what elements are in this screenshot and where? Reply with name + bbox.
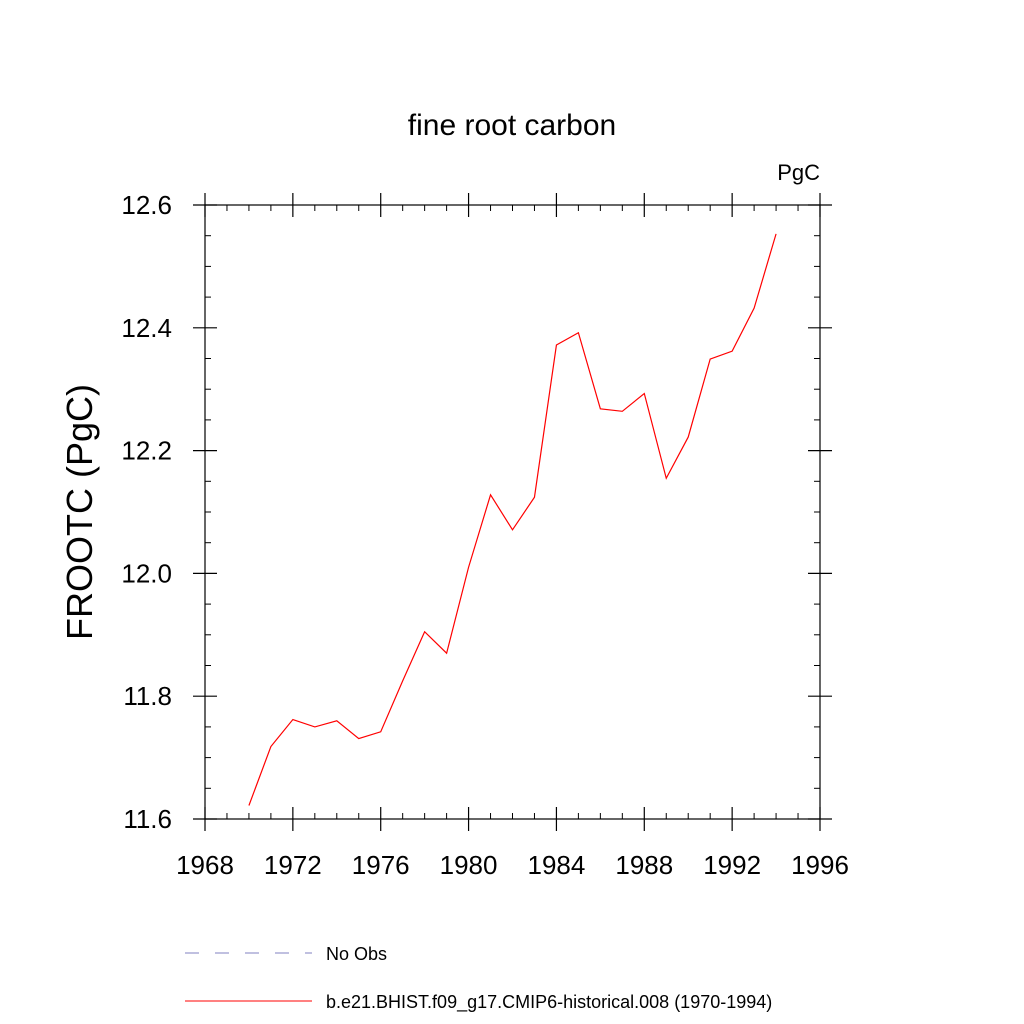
- chart-title: fine root carbon: [408, 109, 616, 142]
- x-tick-label: 1996: [791, 850, 849, 880]
- y-tick-label: 12.0: [121, 558, 172, 588]
- axis-ticks: [193, 193, 832, 831]
- y-axis-label: FROOTC (PgC): [59, 384, 100, 640]
- y-tick-label: 11.6: [123, 804, 172, 834]
- y-tick-label: 11.8: [123, 681, 172, 711]
- y-tick-label: 12.2: [121, 436, 172, 466]
- x-tick-label: 1992: [703, 850, 761, 880]
- series-line: [248, 233, 777, 806]
- axis-tick-labels: 1968 1972 1976 1980 1984 1988 1992 1996 11.6 11.8…: [121, 190, 849, 880]
- series-layer: [248, 233, 777, 806]
- x-tick-label: 1972: [264, 850, 322, 880]
- legend: No Obs b.e21.BHIST.f09_g17.CMIP6-historic…: [185, 944, 772, 1013]
- plot-frame: [204, 204, 821, 820]
- x-tick-label: 1984: [528, 850, 586, 880]
- x-tick-label: 1980: [440, 850, 498, 880]
- units-label: PgC: [777, 160, 820, 185]
- legend-label: No Obs: [326, 944, 387, 964]
- x-tick-label: 1976: [352, 850, 410, 880]
- y-tick-label: 12.4: [121, 313, 172, 343]
- y-tick-label: 12.6: [121, 190, 172, 220]
- x-tick-label: 1988: [615, 850, 673, 880]
- x-tick-label: 1968: [176, 850, 234, 880]
- legend-label: b.e21.BHIST.f09_g17.CMIP6-historical.008…: [326, 992, 772, 1013]
